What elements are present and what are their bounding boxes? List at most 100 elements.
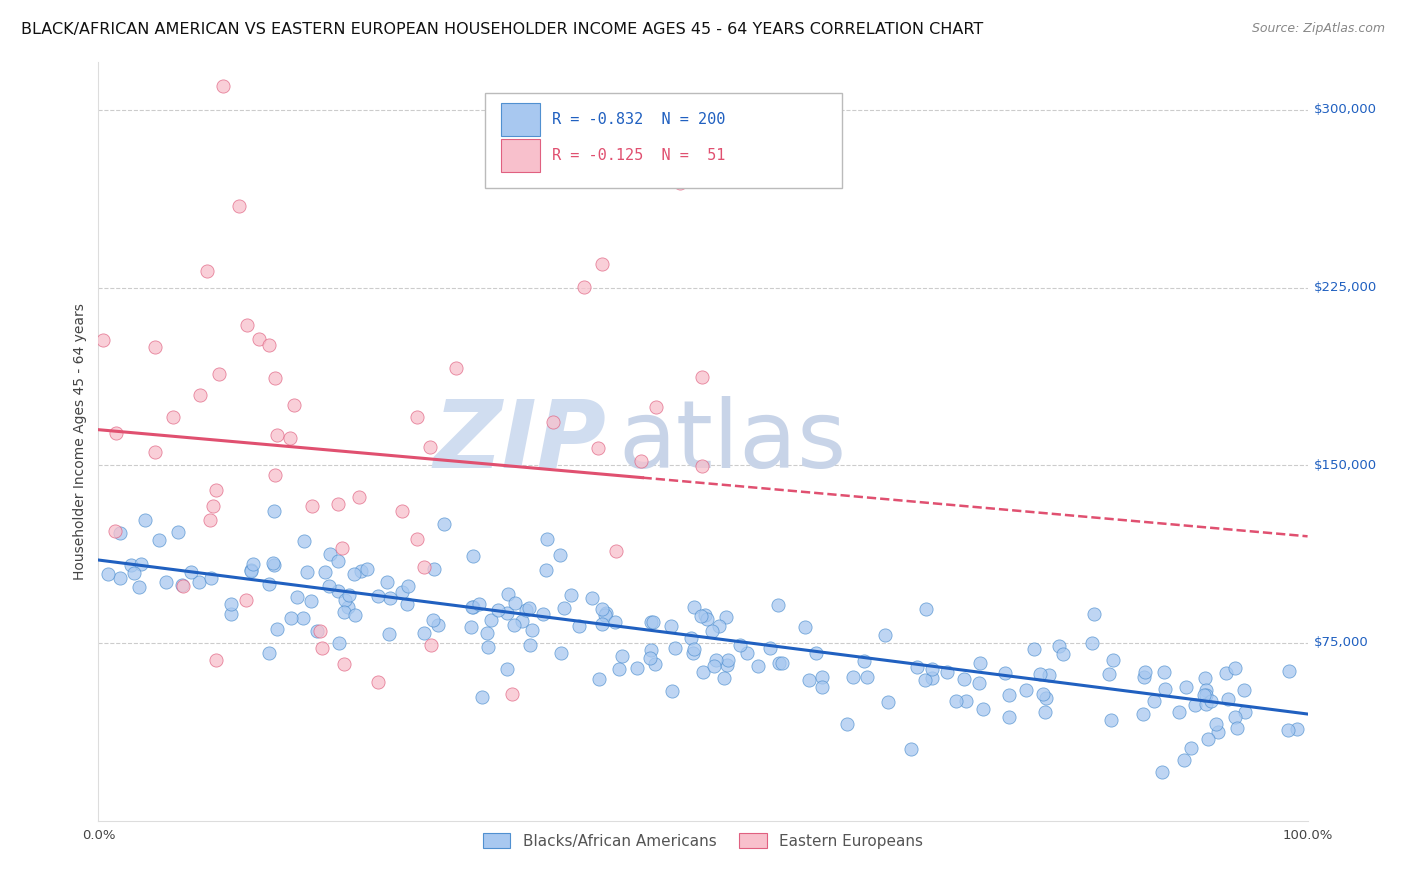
Point <box>1215 665 1237 680</box>
Point <box>1223 710 1246 724</box>
Point <box>422 613 444 627</box>
Point <box>350 564 373 578</box>
Point <box>104 425 127 440</box>
Legend: Blacks/African Americans, Eastern Europeans: Blacks/African Americans, Eastern Europe… <box>477 827 929 855</box>
Point <box>486 603 509 617</box>
Point <box>1194 671 1216 685</box>
Point <box>1233 705 1256 719</box>
Point <box>560 588 582 602</box>
Point <box>519 639 541 653</box>
Point <box>728 638 751 652</box>
Point <box>496 587 519 601</box>
Point <box>1180 741 1202 756</box>
Point <box>793 619 815 633</box>
Point <box>1038 668 1060 682</box>
Point <box>347 490 370 504</box>
Point <box>811 670 834 684</box>
Point <box>263 371 285 385</box>
Point <box>972 701 994 715</box>
Point <box>148 533 170 548</box>
Point <box>264 467 287 482</box>
Point <box>262 557 284 571</box>
Point <box>1099 713 1122 727</box>
Point <box>1206 725 1229 739</box>
Point <box>1032 687 1054 701</box>
Point <box>326 554 349 568</box>
Point <box>690 459 713 474</box>
Point <box>172 579 194 593</box>
Point <box>143 445 166 459</box>
Point <box>200 571 222 585</box>
Point <box>301 594 323 608</box>
Point <box>713 671 735 685</box>
Point <box>536 532 558 546</box>
Point <box>692 665 714 679</box>
Point <box>377 627 399 641</box>
Point <box>915 602 938 616</box>
Point <box>257 577 280 591</box>
Point <box>367 589 389 603</box>
Point <box>375 575 398 590</box>
Point <box>716 657 738 672</box>
Point <box>97 566 120 581</box>
Point <box>108 571 131 585</box>
FancyBboxPatch shape <box>501 103 540 136</box>
Point <box>172 578 194 592</box>
Point <box>588 672 610 686</box>
Point <box>162 409 184 424</box>
Point <box>108 525 131 540</box>
Point <box>461 600 484 615</box>
Point <box>661 684 683 698</box>
Point <box>219 607 242 622</box>
Point <box>1278 664 1301 678</box>
Point <box>714 609 737 624</box>
Point <box>936 665 959 680</box>
Point <box>344 608 367 623</box>
Point <box>291 610 314 624</box>
Point <box>638 651 661 665</box>
Point <box>690 609 713 624</box>
Point <box>856 670 879 684</box>
Point <box>682 642 704 657</box>
Point <box>297 566 319 580</box>
Point <box>679 632 702 646</box>
Point <box>510 615 533 629</box>
Point <box>477 640 499 655</box>
Point <box>257 646 280 660</box>
Point <box>747 658 769 673</box>
Point <box>239 564 262 578</box>
Point <box>301 500 323 514</box>
Text: $300,000: $300,000 <box>1313 103 1376 116</box>
Point <box>143 340 166 354</box>
Point <box>591 257 613 271</box>
Point <box>468 597 491 611</box>
Point <box>1195 697 1218 711</box>
Point <box>643 615 665 630</box>
Point <box>332 605 354 619</box>
Point <box>228 199 250 213</box>
Point <box>180 566 202 580</box>
Point <box>423 561 446 575</box>
Point <box>167 524 190 539</box>
Point <box>460 619 482 633</box>
Point <box>593 607 616 622</box>
Point <box>1192 688 1215 702</box>
Point <box>1022 641 1045 656</box>
Point <box>682 646 704 660</box>
Point <box>413 559 436 574</box>
Point <box>129 557 152 571</box>
Point <box>367 675 389 690</box>
Point <box>1277 723 1299 737</box>
Point <box>852 654 875 668</box>
Point <box>318 579 340 593</box>
Point <box>211 79 233 94</box>
Point <box>1153 682 1175 697</box>
Point <box>921 671 943 685</box>
Point <box>1167 706 1189 720</box>
Point <box>356 562 378 576</box>
Point <box>479 613 502 627</box>
Point <box>200 513 222 527</box>
Point <box>1285 722 1308 736</box>
Point <box>994 665 1017 680</box>
Point <box>520 623 543 637</box>
